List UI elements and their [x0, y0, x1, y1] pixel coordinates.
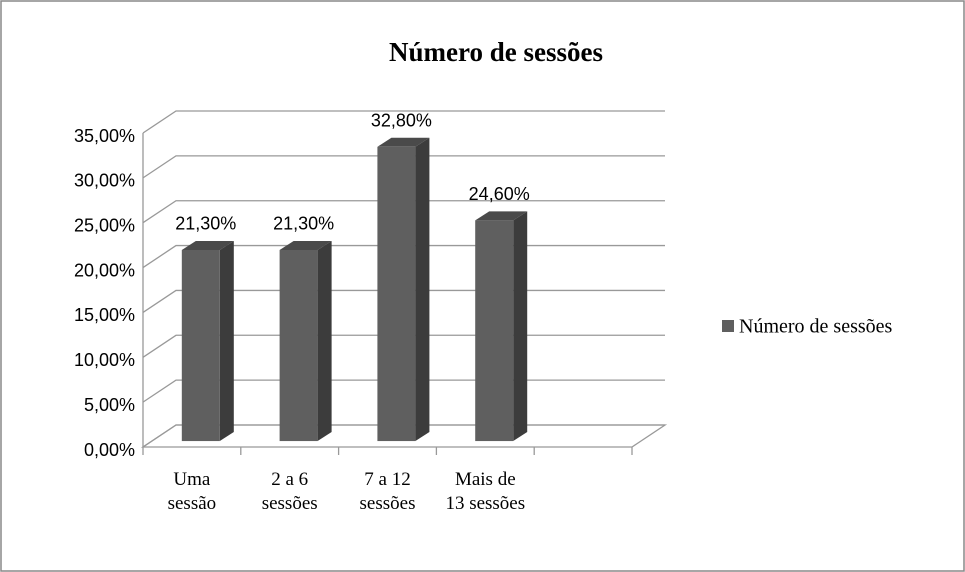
bar [181, 249, 220, 442]
y-tick-label: 20,00% [74, 260, 135, 280]
y-tick-label: 0,00% [84, 440, 135, 460]
y-tick-label: 15,00% [74, 305, 135, 325]
x-tick-label: Mais de 13 sessões [445, 469, 526, 514]
y-tick-label: 30,00% [74, 171, 135, 191]
grid-line [142, 200, 665, 224]
legend-label: Número de sessões [739, 316, 893, 338]
grid-line [142, 155, 665, 179]
bar-top [475, 211, 528, 221]
bar-top [377, 137, 430, 147]
bar [475, 220, 514, 442]
bar-side [513, 211, 528, 442]
x-tick-label: Uma sessão [167, 469, 217, 514]
x-tick-label: 2 a 6 sessões [261, 469, 318, 514]
data-label: 21,30% [273, 214, 334, 234]
y-tick-label: 25,00% [74, 215, 135, 235]
grid-line [142, 110, 665, 134]
y-tick-label: 10,00% [74, 350, 135, 370]
chart-title: Número de sessões [389, 37, 603, 67]
data-label: 24,60% [469, 184, 530, 204]
x-tick-label: 7 a 12 sessões [359, 469, 416, 514]
bar-side [317, 240, 332, 442]
bar-side [219, 240, 234, 442]
y-tick-label: 35,00% [74, 126, 135, 146]
y-tick-label: 5,00% [84, 395, 135, 415]
bar-top [279, 240, 332, 250]
bar [279, 249, 318, 442]
bar [377, 146, 416, 442]
bar-side [415, 137, 430, 442]
data-label: 21,30% [175, 214, 236, 234]
data-label: 32,80% [371, 111, 432, 131]
legend-swatch [722, 320, 734, 332]
bar-top [181, 240, 234, 250]
